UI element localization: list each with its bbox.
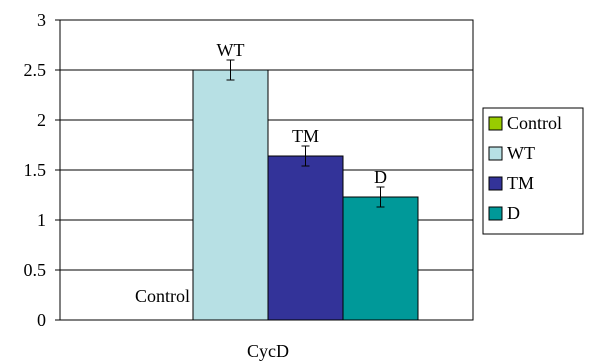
bar-label-control: Control — [135, 286, 190, 306]
bar-wt — [192, 69, 269, 321]
bar-labels: Control WT TM D — [135, 40, 387, 306]
legend-label-d: D — [507, 203, 520, 223]
bar-d — [342, 196, 419, 321]
legend-label-control: Control — [507, 113, 562, 133]
legend-label-tm: TM — [507, 173, 534, 193]
legend-swatch-tm — [488, 176, 503, 191]
legend-swatch-d — [488, 206, 503, 221]
y-tick-label: 0.5 — [24, 260, 47, 280]
x-axis-label: CycD — [247, 341, 289, 361]
bars — [192, 69, 419, 321]
legend: Control WT TM D — [482, 107, 584, 235]
y-tick-label: 3 — [37, 10, 46, 30]
error-bars — [226, 59, 385, 208]
bar-label-d: D — [374, 167, 387, 187]
y-tick-label: 2 — [37, 110, 46, 130]
bar-tm — [267, 155, 344, 321]
y-tick-label: 1.5 — [24, 160, 47, 180]
bar-label-wt: WT — [217, 40, 245, 60]
bar-label-tm: TM — [292, 126, 319, 146]
y-axis-ticks: 0 0.5 1 1.5 2 2.5 3 — [24, 10, 60, 330]
y-tick-label: 2.5 — [24, 60, 47, 80]
legend-swatch-wt — [488, 146, 503, 161]
y-tick-label: 1 — [37, 210, 46, 230]
y-tick-label: 0 — [37, 310, 46, 330]
legend-swatch-control — [488, 116, 503, 131]
legend-label-wt: WT — [507, 143, 535, 163]
